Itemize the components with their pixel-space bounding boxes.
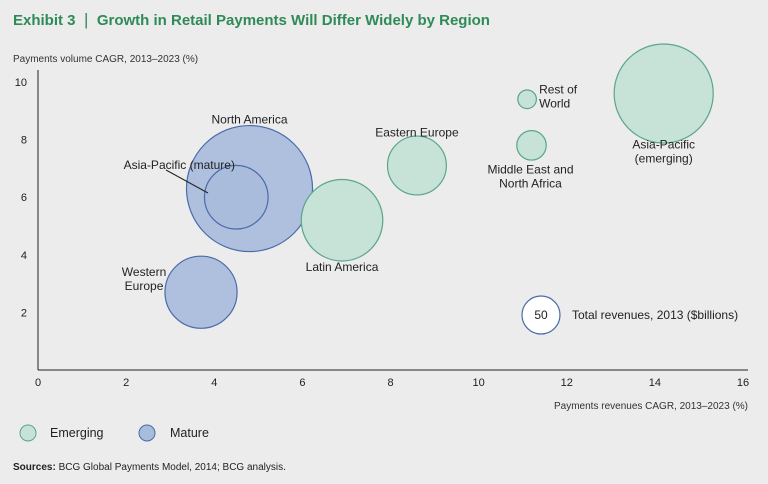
bubble-latin-america	[300, 178, 384, 262]
size-reference-caption: Total revenues, 2013 ($billions)	[572, 308, 738, 322]
bubble-label: Latin America	[306, 260, 379, 274]
source-prefix: Sources:	[13, 462, 56, 473]
legend-swatch-mature	[138, 424, 156, 442]
y-tick-label: 2	[21, 307, 27, 319]
size-reference-value: 50	[534, 308, 548, 322]
legend-swatch-emerging	[19, 424, 37, 442]
bubble-label: Western Europe	[122, 265, 166, 293]
source-body: BCG Global Payments Model, 2014; BCG ana…	[56, 462, 286, 473]
x-tick-label: 14	[649, 377, 661, 389]
bubbles	[164, 43, 714, 329]
tick-labels: 0 2 4 6 8 10 12 14 16 2 4 6 8 10	[15, 77, 749, 389]
x-tick-label: 12	[561, 377, 573, 389]
x-tick-label: 8	[387, 377, 393, 389]
bubble-eastern-europe	[386, 135, 447, 196]
x-tick-label: 4	[211, 377, 217, 389]
bubble-middle-east-and-north-africa	[516, 130, 547, 161]
bubble-label: Eastern Europe	[375, 126, 459, 140]
exhibit-label: Exhibit 3	[13, 12, 76, 29]
y-tick-label: 10	[15, 77, 27, 89]
bubble-western-europe	[164, 255, 238, 329]
source-note: Sources: BCG Global Payments Model, 2014…	[13, 462, 286, 473]
bubble-label: North America	[211, 113, 287, 127]
x-tick-label: 2	[123, 377, 129, 389]
x-tick-label: 16	[737, 377, 749, 389]
y-tick-label: 6	[21, 192, 27, 204]
x-axis-label: Payments revenues CAGR, 2013–2023 (%)	[554, 401, 748, 412]
y-axis-label: Payments volume CAGR, 2013–2023 (%)	[13, 54, 198, 65]
legend-label-mature: Mature	[170, 426, 209, 440]
legend: Emerging Mature	[19, 424, 209, 442]
exhibit-title: Exhibit 3 | Growth in Retail Payments Wi…	[13, 10, 490, 29]
x-tick-label: 0	[35, 377, 41, 389]
size-reference: 50 Total revenues, 2013 ($billions)	[521, 295, 738, 335]
bubble-label: Asia-Pacific (emerging)	[632, 138, 695, 166]
bubble-asia-pacific-emerging	[613, 43, 714, 144]
x-tick-label: 6	[299, 377, 305, 389]
bubble-label: Middle East and North Africa	[487, 162, 573, 190]
size-reference-circle	[521, 295, 561, 335]
bubble-asia-pacific-mature	[203, 164, 269, 230]
y-tick-label: 8	[21, 135, 27, 147]
x-tick-label: 10	[473, 377, 485, 389]
chart-title: Growth in Retail Payments Will Differ Wi…	[97, 12, 490, 29]
asia-pacific-mature-leader-line	[165, 169, 209, 194]
bubble-labels: North America Asia-Pacific (emerging) Latin…	[122, 82, 695, 293]
bubble-label: Asia-Pacific (mature)	[124, 158, 235, 172]
annotations	[165, 169, 209, 194]
bubble-rest-of-world	[517, 89, 538, 110]
y-tick-label: 4	[21, 250, 27, 262]
bubble-label: Rest of World	[539, 82, 578, 110]
legend-label-emerging: Emerging	[50, 426, 104, 440]
